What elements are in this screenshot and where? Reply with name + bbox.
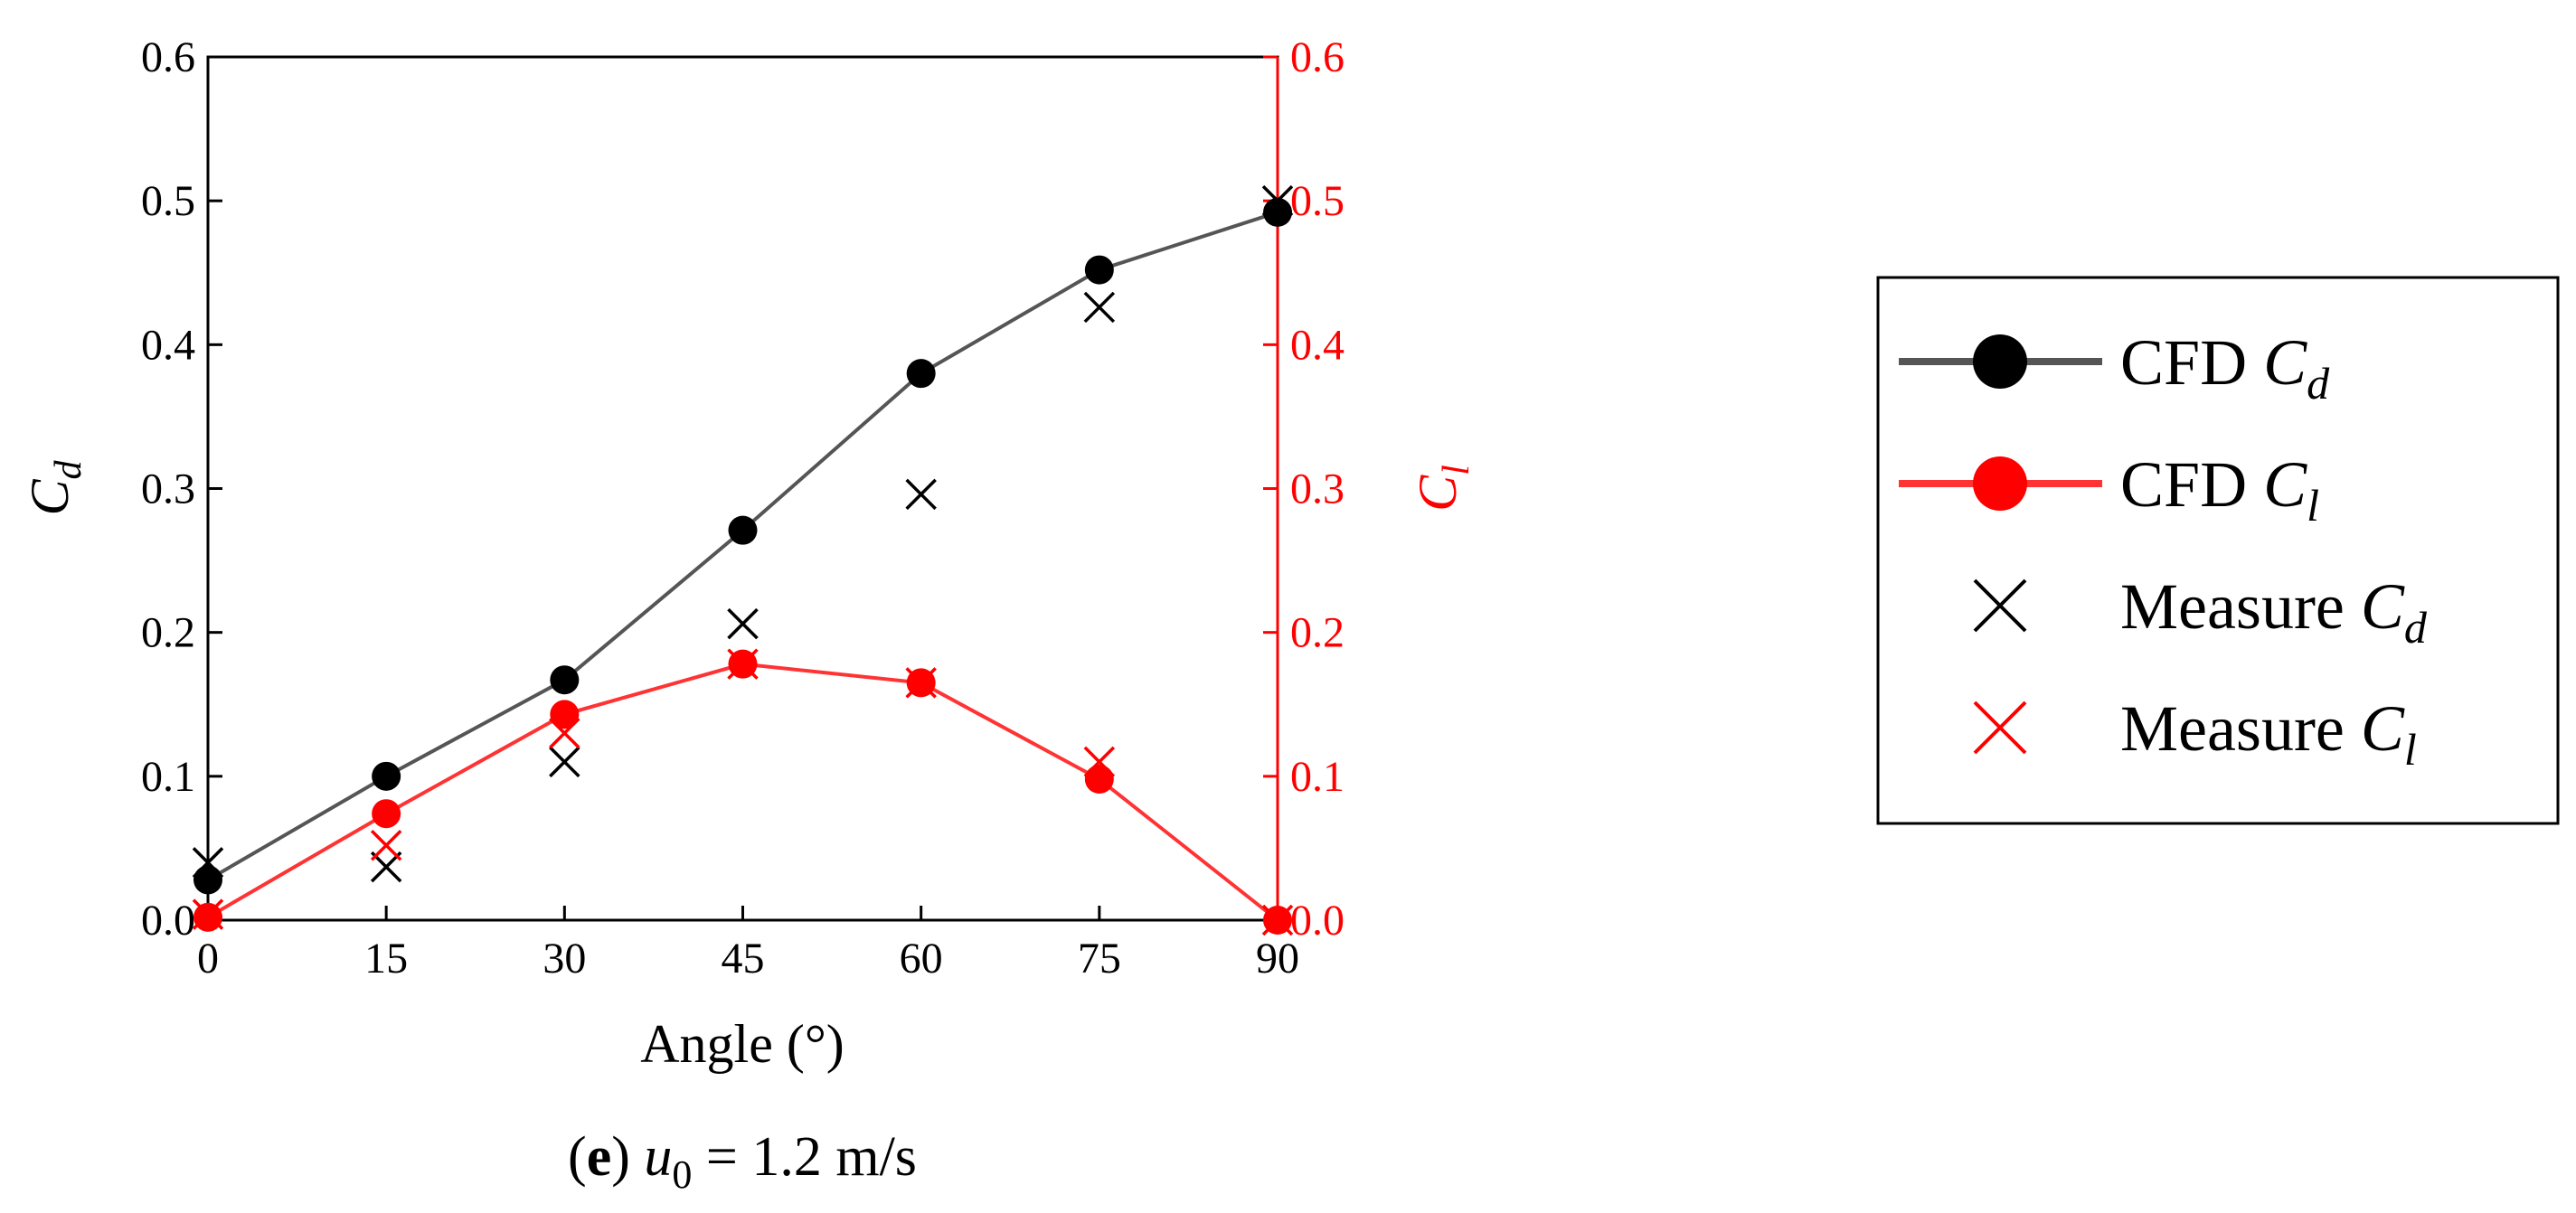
data-point-cfd-cd — [906, 359, 936, 389]
data-point-measure-cd — [549, 746, 580, 778]
x-tick-label: 60 — [900, 935, 943, 983]
left-y-axis-title: Cd — [20, 459, 90, 515]
legend-entry-cfd-cd: CFD Cd — [1899, 326, 2330, 409]
data-point-cfd-cl — [1084, 765, 1114, 795]
data-point-measure-cd — [727, 607, 759, 640]
data-point-cfd-cd — [193, 865, 222, 895]
data-point-measure-cd — [1261, 184, 1294, 217]
left-y-axis-title-symbol: C — [20, 479, 80, 516]
series-measure-cl — [192, 648, 1294, 936]
data-point-measure-cd — [192, 847, 224, 879]
data-point-measure-cl — [727, 648, 759, 680]
right-y-tick-label: 0.1 — [1290, 753, 1345, 801]
data-point-measure-cl — [1083, 746, 1116, 778]
x-tick-label: 30 — [543, 935, 586, 983]
right-y-tick-label: 0.6 — [1290, 33, 1345, 81]
series-measure-cd — [192, 184, 1294, 883]
caption-variable: u — [644, 1126, 672, 1188]
data-point-measure-cd — [905, 478, 937, 511]
right-y-tick-label: 0.5 — [1290, 177, 1345, 225]
left-y-tick-label: 0.4 — [141, 321, 195, 369]
legend-label: Measure Cd — [2120, 570, 2428, 653]
svg-text:Cd: Cd — [20, 459, 90, 515]
left-y-tick-label: 0.5 — [141, 177, 195, 225]
x-tick-label: 90 — [1256, 935, 1299, 983]
right-y-tick-label: 0.3 — [1290, 465, 1345, 513]
x-tick-label: 0 — [197, 935, 219, 983]
data-point-cfd-cd — [550, 665, 580, 695]
legend-marker-swatch — [1973, 334, 2027, 389]
legend-marker-swatch — [1973, 456, 2027, 511]
data-point-measure-cl — [192, 898, 224, 930]
data-point-cfd-cl — [372, 799, 401, 829]
left-y-tick-label: 0.0 — [141, 897, 195, 945]
left-y-tick-label: 0.3 — [141, 465, 195, 513]
left-y-axis: 0.0 0.1 0.2 0.3 0.4 0.5 0.6 — [141, 33, 222, 945]
right-y-axis-title: Cl — [1408, 465, 1477, 512]
right-y-axis-title-symbol: C — [1408, 475, 1467, 512]
left-y-tick-label: 0.1 — [141, 753, 195, 801]
x-tick-label: 45 — [722, 935, 765, 983]
x-tick-label: 75 — [1078, 935, 1121, 983]
data-point-cfd-cd — [372, 761, 401, 791]
legend-entry-measure-cd: Measure Cd — [1973, 570, 2428, 653]
legend-marker-swatch — [1973, 701, 2027, 755]
data-point-measure-cl — [370, 829, 402, 861]
legend-marker-swatch — [1973, 578, 2027, 633]
series-line-cfd-cd — [206, 210, 1279, 882]
legend: CFD Cd CFD Cl Measure Cd Measure Cl — [1876, 276, 2560, 825]
figure-caption: (e) u0 = 1.2 m/s — [568, 1126, 917, 1197]
legend-label: CFD Cd — [2120, 326, 2330, 409]
data-point-cfd-cl — [550, 700, 580, 729]
data-point-cfd-cd — [1263, 197, 1292, 227]
data-point-cfd-cl — [193, 902, 222, 932]
x-axis: 0 15 30 45 60 75 90 — [197, 906, 1299, 983]
left-y-axis-title-subscript: d — [48, 459, 90, 479]
data-point-measure-cl — [905, 667, 937, 699]
data-point-measure-cl — [1261, 904, 1294, 936]
x-tick-label: 15 — [364, 935, 408, 983]
right-y-tick-label: 0.0 — [1290, 897, 1345, 945]
plot-frame — [206, 55, 1279, 922]
svg-text:Cl: Cl — [1408, 465, 1477, 512]
data-point-cfd-cd — [728, 515, 758, 545]
caption-panel-open: ( — [568, 1126, 587, 1188]
data-point-measure-cl — [549, 717, 580, 749]
right-y-tick-label: 0.2 — [1290, 609, 1345, 657]
legend-entry-measure-cl: Measure Cl — [1973, 692, 2417, 775]
caption-panel-letter: e — [587, 1126, 612, 1188]
right-y-axis: 0.0 0.1 0.2 0.3 0.4 0.5 0.6 — [1263, 33, 1345, 945]
legend-label: Measure Cl — [2120, 692, 2417, 775]
right-y-tick-label: 0.4 — [1290, 321, 1345, 369]
series-layer — [192, 184, 1294, 936]
legend-label: CFD Cl — [2120, 448, 2319, 531]
left-y-tick-label: 0.6 — [141, 33, 195, 81]
legend-entry-cfd-cl: CFD Cl — [1899, 448, 2319, 531]
series-line-cfd-cl — [206, 662, 1279, 922]
data-point-measure-cd — [1083, 291, 1116, 324]
series-cfd-cd — [193, 197, 1292, 895]
x-axis-title: Angle (°) — [640, 1014, 845, 1074]
data-point-cfd-cd — [1084, 255, 1114, 285]
caption-variable-subscript: 0 — [672, 1152, 692, 1197]
right-y-axis-title-subscript: l — [1436, 465, 1477, 475]
plot-area — [206, 55, 1279, 922]
caption-value: = 1.2 m/s — [692, 1126, 917, 1188]
data-point-measure-cd — [370, 851, 402, 883]
caption-panel-close: ) — [611, 1126, 644, 1188]
left-y-tick-label: 0.2 — [141, 609, 195, 657]
